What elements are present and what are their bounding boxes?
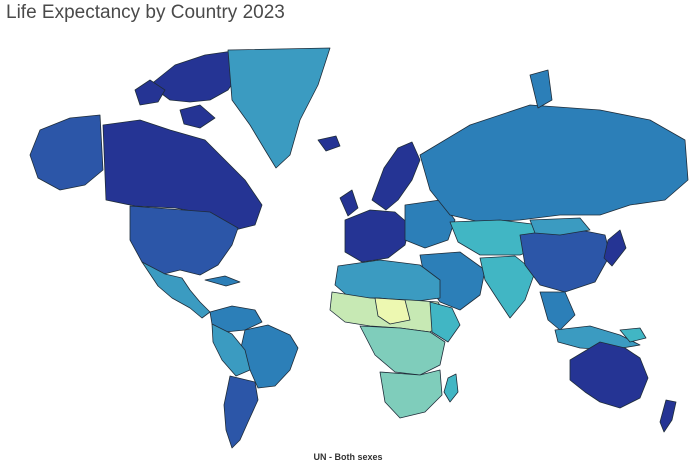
choropleth-svg	[29, 47, 689, 449]
region-central-sahel[interactable]	[374, 297, 411, 325]
region-argentina-chile[interactable]	[223, 375, 259, 449]
world-map	[0, 30, 696, 450]
region-scandinavia[interactable]	[371, 141, 421, 211]
region-alaska[interactable]	[29, 114, 104, 191]
region-uk-ireland[interactable]	[339, 189, 359, 217]
region-south-asia[interactable]	[479, 255, 536, 319]
region-china[interactable]	[519, 227, 611, 293]
region-canada[interactable]	[102, 119, 263, 231]
map-caption: UN - Both sexes	[313, 452, 383, 462]
region-north-africa[interactable]	[334, 259, 441, 303]
region-arctic-islands[interactable]	[134, 79, 216, 129]
region-east-africa[interactable]	[429, 301, 461, 343]
region-brazil[interactable]	[239, 324, 299, 389]
region-russia[interactable]	[419, 104, 689, 223]
region-mongolia[interactable]	[529, 217, 591, 236]
region-southern-africa[interactable]	[379, 369, 443, 419]
region-canada-arctic[interactable]	[149, 49, 241, 103]
region-peru-bolivia[interactable]	[211, 323, 251, 377]
region-central-africa[interactable]	[359, 325, 446, 376]
region-papua[interactable]	[619, 327, 647, 343]
region-caribbean[interactable]	[204, 275, 241, 287]
region-greenland[interactable]	[227, 47, 331, 169]
region-australia[interactable]	[569, 341, 649, 409]
region-western-europe[interactable]	[344, 209, 411, 263]
region-madagascar[interactable]	[443, 373, 459, 403]
region-japan[interactable]	[603, 229, 627, 267]
region-southeast-asia[interactable]	[539, 291, 576, 331]
region-iceland[interactable]	[317, 135, 341, 152]
region-indonesia[interactable]	[554, 325, 641, 351]
region-novaya-zemlya[interactable]	[529, 69, 553, 109]
region-usa[interactable]	[129, 205, 239, 276]
map-title: Life Expectancy by Country 2023	[6, 2, 285, 23]
region-new-zealand[interactable]	[659, 399, 677, 433]
